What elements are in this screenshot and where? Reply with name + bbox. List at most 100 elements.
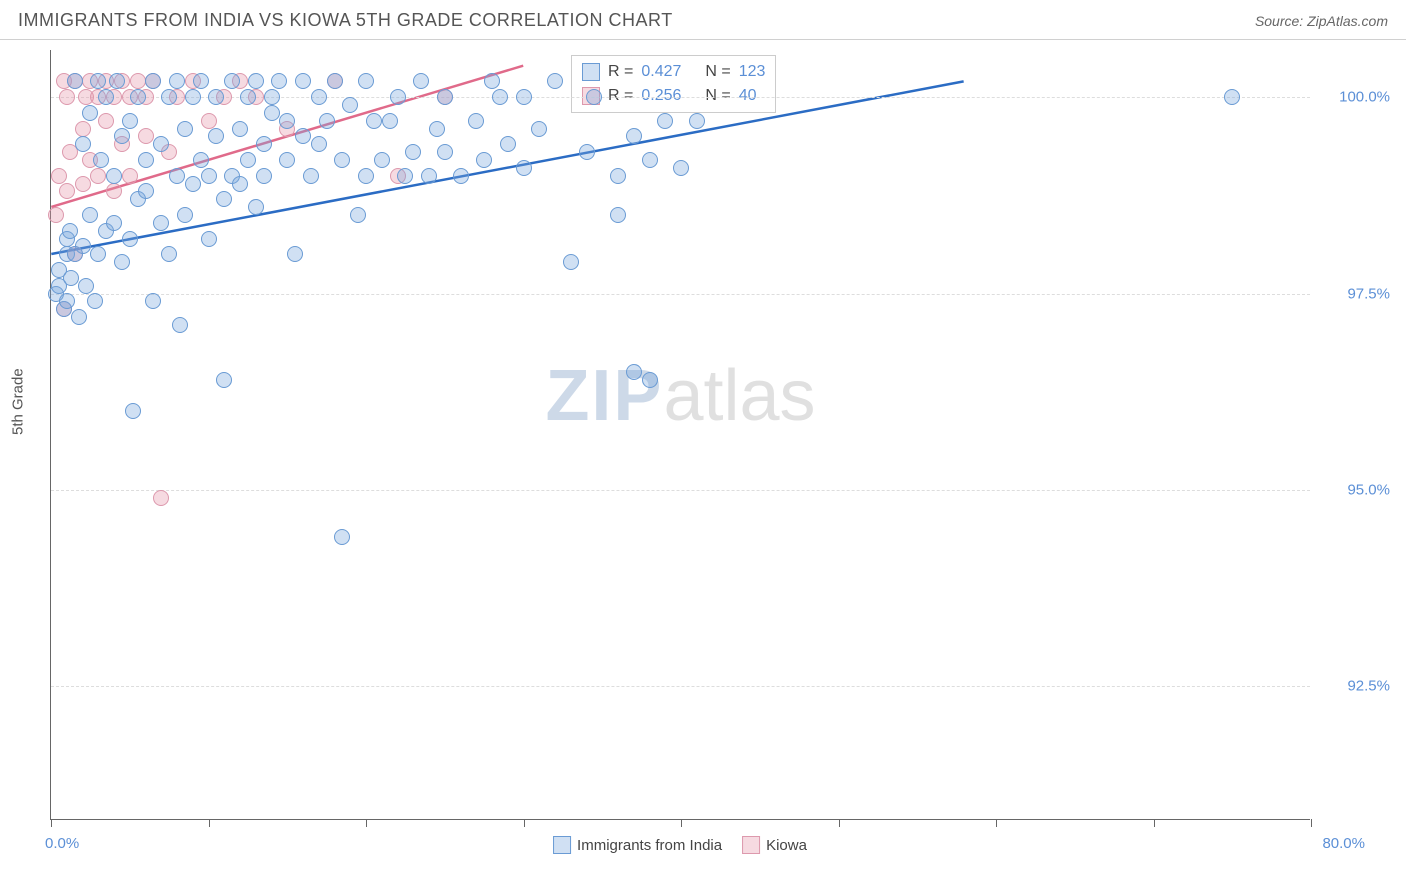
scatter-point xyxy=(303,168,319,184)
legend-r-prefix: R = xyxy=(608,60,633,84)
scatter-point xyxy=(468,113,484,129)
x-tick xyxy=(681,819,682,827)
scatter-point xyxy=(201,168,217,184)
scatter-point xyxy=(264,105,280,121)
scatter-point xyxy=(642,372,658,388)
scatter-point xyxy=(67,73,83,89)
scatter-point xyxy=(563,254,579,270)
scatter-point xyxy=(358,168,374,184)
series-legend-blue: Immigrants from India xyxy=(553,836,722,854)
scatter-point xyxy=(484,73,500,89)
scatter-point xyxy=(106,183,122,199)
legend-blue-n: 123 xyxy=(739,60,766,84)
scatter-point xyxy=(153,136,169,152)
x-tick xyxy=(839,819,840,827)
scatter-point xyxy=(172,317,188,333)
scatter-point xyxy=(87,293,103,309)
scatter-point xyxy=(516,89,532,105)
x-tick xyxy=(209,819,210,827)
scatter-point xyxy=(62,223,78,239)
scatter-point xyxy=(109,73,125,89)
scatter-point xyxy=(500,136,516,152)
scatter-point xyxy=(98,89,114,105)
scatter-point xyxy=(130,73,146,89)
scatter-point xyxy=(673,160,689,176)
x-tick xyxy=(366,819,367,827)
scatter-point xyxy=(90,73,106,89)
scatter-point xyxy=(279,152,295,168)
scatter-point xyxy=(75,176,91,192)
scatter-point xyxy=(295,128,311,144)
trend-line xyxy=(51,81,963,254)
scatter-point xyxy=(98,113,114,129)
scatter-point xyxy=(114,254,130,270)
scatter-point xyxy=(256,168,272,184)
series-legend-pink: Kiowa xyxy=(742,836,807,854)
scatter-point xyxy=(232,176,248,192)
scatter-point xyxy=(82,105,98,121)
scatter-point xyxy=(586,89,602,105)
scatter-point xyxy=(350,207,366,223)
scatter-point xyxy=(106,215,122,231)
scatter-point xyxy=(122,231,138,247)
scatter-point xyxy=(240,89,256,105)
series-legend: Immigrants from India Kiowa xyxy=(553,836,807,854)
grid-line xyxy=(51,294,1310,295)
scatter-point xyxy=(342,97,358,113)
scatter-point xyxy=(75,136,91,152)
scatter-point xyxy=(114,128,130,144)
scatter-point xyxy=(642,152,658,168)
scatter-point xyxy=(334,529,350,545)
scatter-point xyxy=(531,121,547,137)
scatter-point xyxy=(75,238,91,254)
scatter-point xyxy=(421,168,437,184)
scatter-point xyxy=(106,168,122,184)
y-tick-label: 95.0% xyxy=(1347,482,1390,499)
scatter-point xyxy=(48,207,64,223)
scatter-point xyxy=(122,113,138,129)
watermark-atlas: atlas xyxy=(663,356,815,436)
scatter-point xyxy=(429,121,445,137)
y-tick-label: 92.5% xyxy=(1347,678,1390,695)
scatter-point xyxy=(287,246,303,262)
plot-area: ZIPatlas R = 0.427 N = 123 R = 0.256 N =… xyxy=(50,50,1310,820)
x-axis-label-max: 80.0% xyxy=(1322,835,1365,852)
legend-r-prefix2: R = xyxy=(608,84,633,108)
series-swatch-blue xyxy=(553,836,571,854)
scatter-point xyxy=(75,121,91,137)
scatter-point xyxy=(248,199,264,215)
legend-blue-r: 0.427 xyxy=(641,60,681,84)
series-name-blue: Immigrants from India xyxy=(577,837,722,854)
scatter-point xyxy=(689,113,705,129)
legend-pink-n: 40 xyxy=(739,84,757,108)
scatter-point xyxy=(59,89,75,105)
scatter-point xyxy=(248,73,264,89)
scatter-point xyxy=(610,168,626,184)
scatter-point xyxy=(358,73,374,89)
legend-n-prefix: N = xyxy=(705,60,730,84)
scatter-point xyxy=(264,89,280,105)
scatter-point xyxy=(153,490,169,506)
scatter-point xyxy=(232,121,248,137)
scatter-point xyxy=(366,113,382,129)
scatter-point xyxy=(405,144,421,160)
legend-pink-r: 0.256 xyxy=(641,84,681,108)
chart-container: 5th Grade ZIPatlas R = 0.427 N = 123 R =… xyxy=(50,50,1310,820)
scatter-point xyxy=(334,152,350,168)
series-name-pink: Kiowa xyxy=(766,837,807,854)
scatter-point xyxy=(240,152,256,168)
scatter-point xyxy=(153,215,169,231)
scatter-point xyxy=(145,293,161,309)
scatter-point xyxy=(201,113,217,129)
scatter-point xyxy=(216,372,232,388)
scatter-point xyxy=(193,73,209,89)
scatter-point xyxy=(453,168,469,184)
scatter-point xyxy=(71,309,87,325)
scatter-point xyxy=(437,144,453,160)
legend-swatch-blue xyxy=(582,63,600,81)
scatter-point xyxy=(610,207,626,223)
correlation-legend: R = 0.427 N = 123 R = 0.256 N = 40 xyxy=(571,55,776,113)
scatter-point xyxy=(1224,89,1240,105)
scatter-point xyxy=(256,136,272,152)
x-tick xyxy=(996,819,997,827)
